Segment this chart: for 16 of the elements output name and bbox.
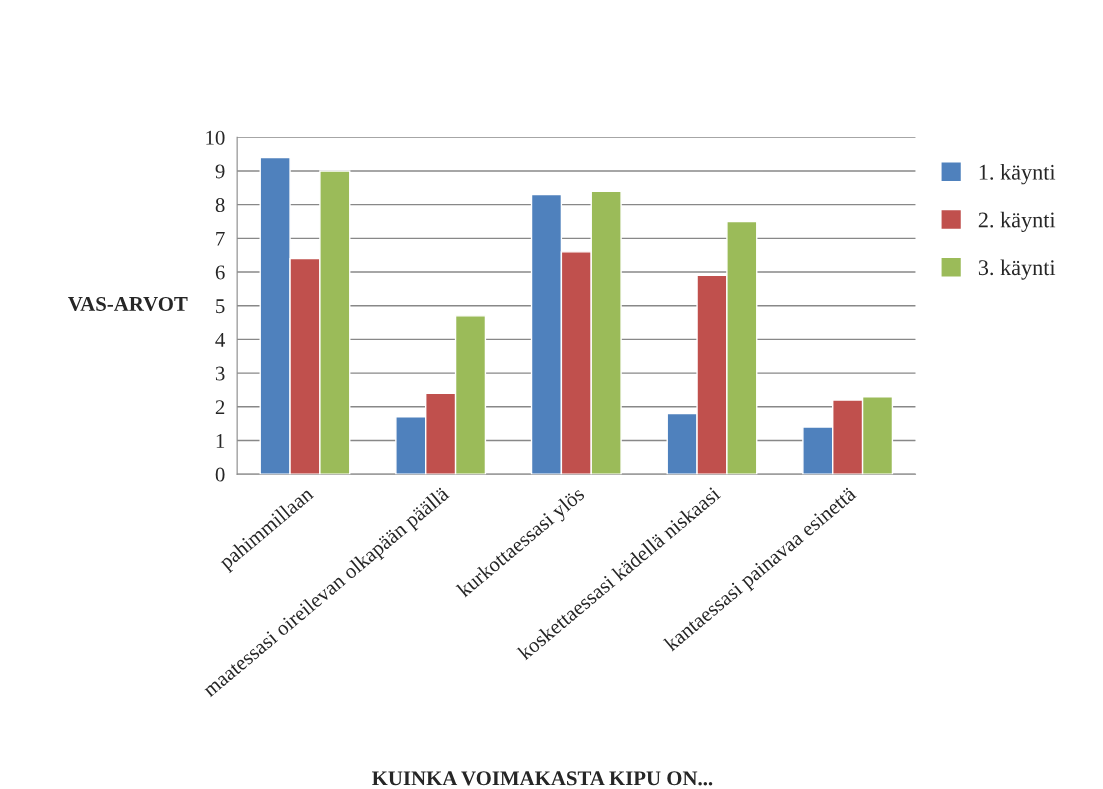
x-axis-title: KUINKA VOIMAKASTA KIPU ON... (372, 771, 713, 786)
y-tick-label: 3 (215, 366, 225, 381)
y-tick-label: 5 (216, 299, 225, 314)
y-axis-title: VAS-ARVOT (68, 296, 188, 312)
legend-label: 2. käynti (978, 211, 1056, 233)
y-tick-label: 9 (215, 164, 225, 179)
y-tick-label: 2 (215, 400, 225, 415)
y-tick-label: 4 (215, 332, 226, 347)
legend-label: 3. käynti (978, 259, 1056, 280)
y-tick-label: 6 (215, 265, 225, 280)
y-tick-label: 10 (206, 130, 225, 145)
y-tick-label: 8 (215, 198, 225, 213)
legend-label: 1. käynti (979, 164, 1056, 185)
y-tick-label: 1 (216, 433, 225, 448)
y-tick-label: 0 (215, 467, 225, 482)
y-tick-label: 7 (216, 231, 225, 246)
